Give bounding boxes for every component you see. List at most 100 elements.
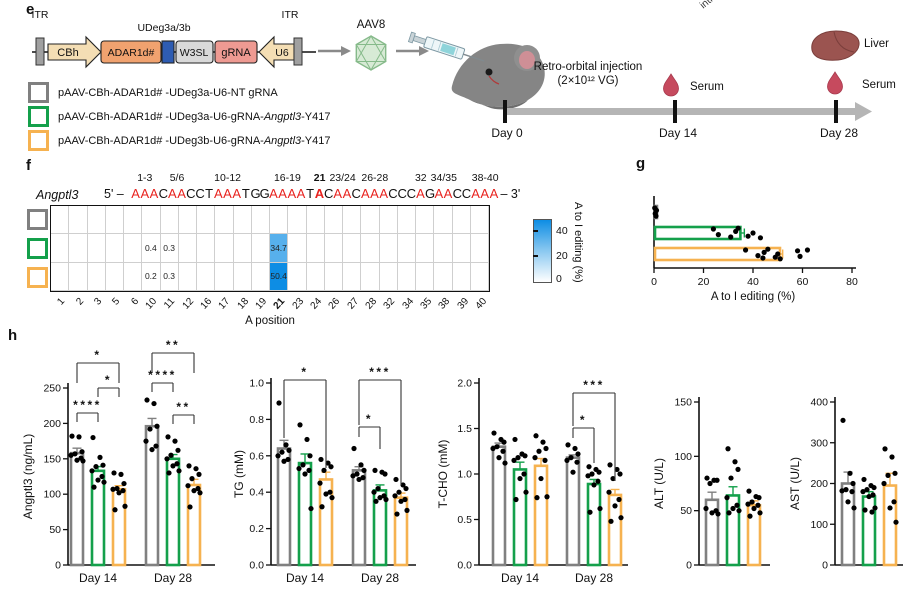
data-point: [404, 507, 410, 513]
sequence-base: A: [296, 186, 306, 201]
construct-and-timeline-diagram: ITR CBh ADAR1d# UDeg3a/3b W3SL gRNA U6 I…: [32, 9, 896, 140]
y-tick-label: 2.0: [457, 378, 472, 390]
data-point: [544, 494, 550, 500]
data-point: [494, 444, 500, 450]
heatmap-cell: [416, 262, 435, 291]
data-point: [491, 430, 497, 436]
bar: [586, 482, 602, 567]
heatmap-cell: [306, 206, 325, 235]
data-point: [91, 484, 97, 490]
y-tick-label: 0: [686, 560, 692, 572]
data-point: [193, 466, 199, 472]
data-point: [536, 448, 542, 454]
data-point: [153, 443, 159, 449]
heatmap-cell: [397, 206, 416, 235]
data-point: [147, 426, 153, 432]
data-point: [861, 476, 867, 483]
data-point: [653, 207, 660, 213]
heatmap-cell: [124, 262, 143, 291]
u6-label: U6: [275, 47, 289, 59]
heatmap-cell: 0.4: [142, 234, 161, 263]
data-point: [735, 466, 741, 472]
sequence-base: G: [425, 186, 436, 201]
data-point: [165, 434, 171, 440]
data-point: [797, 253, 803, 259]
data-point: [186, 463, 192, 469]
data-point: [323, 491, 329, 497]
sequence-base: A: [370, 186, 379, 201]
angptl3-bar-chart: 0 50 100 150 200 250 Angptl3 (ng/mL) Day 14 Day …: [21, 338, 215, 585]
data-point: [735, 225, 741, 231]
heatmap-cell: [51, 234, 70, 263]
data-point: [122, 503, 128, 509]
tg-bar-chart: 0.00.20.40.60.81.0TG (mM)Day 14 Day 28* **…: [233, 365, 416, 585]
udeg-label: UDeg3a/3b: [137, 22, 190, 34]
data-point: [392, 493, 398, 499]
heatmap-cell: [470, 206, 489, 235]
data-point: [149, 446, 155, 453]
sequence-base: A: [213, 186, 223, 201]
y-tick-label: 0.0: [249, 560, 264, 572]
heatmap-cell: [397, 262, 416, 291]
w3sl-box: [175, 40, 214, 64]
data-point: [840, 417, 846, 423]
bar: [653, 225, 742, 241]
data-point: [168, 452, 174, 458]
y-tick-label: 200: [810, 478, 828, 490]
itr-left-label: ITR: [32, 9, 49, 21]
data-point: [616, 496, 622, 503]
colorbar-tick-20: [533, 255, 538, 257]
bar: [318, 478, 334, 567]
data-point: [589, 471, 595, 477]
sequence-base: A: [140, 186, 150, 201]
data-point: [350, 473, 356, 479]
data-point: [373, 498, 379, 504]
x-tick-label: 80: [846, 276, 858, 288]
timeline-tick-day14: [673, 100, 677, 123]
data-point: [121, 480, 127, 487]
sequence-base: T: [241, 186, 250, 201]
bar: [69, 451, 85, 567]
adar1d-box: [100, 40, 162, 64]
injection-caption-line1: Retro-orbital injection: [534, 61, 643, 73]
heatmap-column-label: 16: [198, 296, 215, 312]
y-tick-label: 0: [822, 560, 828, 572]
heatmap-cell: [87, 206, 106, 235]
grna-box: [214, 40, 258, 64]
group-label: Day 28: [361, 571, 399, 585]
sequence-base: A: [489, 186, 499, 201]
data-point: [402, 496, 408, 503]
bar: [882, 484, 898, 567]
group-label: Day 14: [79, 571, 117, 585]
day28-label: Day 28: [820, 126, 858, 140]
itr-right-label: ITR: [282, 9, 299, 21]
heatmap-cell: 0.3: [160, 234, 179, 263]
data-point: [745, 233, 751, 239]
data-point: [745, 501, 751, 507]
heatmap-column-label: 26: [326, 296, 343, 312]
liver-icon: [811, 30, 860, 61]
y-tick-label: 250: [43, 383, 61, 395]
data-point: [862, 507, 868, 513]
data-point: [755, 253, 761, 259]
y-tick-label: 50: [49, 524, 61, 536]
data-point: [377, 495, 383, 501]
data-point: [114, 485, 120, 492]
sequence-group-label: 34/35: [430, 172, 457, 184]
sequence-group-label: 32: [414, 172, 427, 184]
heatmap-column-label: 1: [55, 296, 68, 308]
data-point: [707, 480, 713, 487]
data-point: [191, 488, 197, 494]
heatmap-cell: [251, 262, 270, 291]
y-axis-label: TG (mM): [233, 450, 246, 498]
sig-stars: **: [176, 400, 190, 414]
data-point: [845, 499, 851, 505]
data-point: [726, 510, 732, 516]
heatmap-column-label: 3: [92, 296, 105, 308]
x-tick-label: 0: [651, 276, 657, 288]
data-point: [513, 496, 519, 503]
sequence-base: C: [351, 186, 361, 201]
x-tick-label: 60: [797, 276, 809, 288]
heatmap-cell: [306, 262, 325, 291]
u6-promoter-arrow: [258, 35, 295, 69]
